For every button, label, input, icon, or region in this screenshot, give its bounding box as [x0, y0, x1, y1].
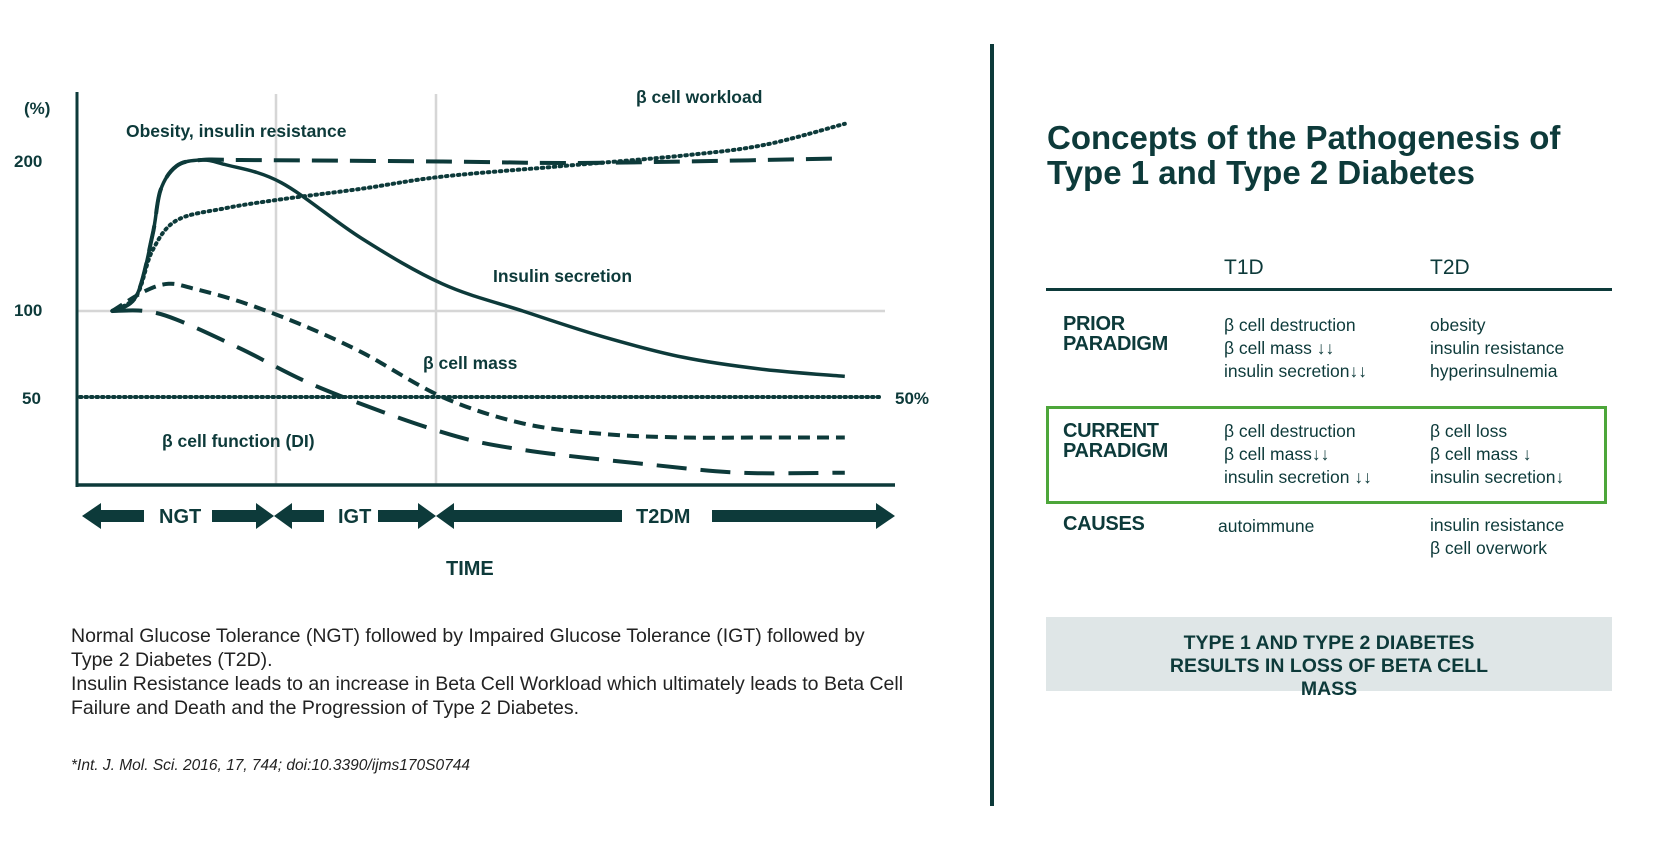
y-tick-label-200: 200 [14, 152, 42, 171]
stage-label-igt: IGT [338, 506, 371, 528]
annotation-obesity: Obesity, insulin resistance [126, 121, 347, 141]
current-paradigm-highlight [1046, 406, 1607, 504]
cell-line: hyperinsulnemia [1430, 361, 1558, 381]
x-axis-label: TIME [446, 558, 494, 580]
annotation-workload: β cell workload [636, 87, 762, 107]
stage-arrow-ngt: NGT [82, 503, 274, 529]
y-tick-label-100: 100 [14, 301, 42, 320]
series-beta-cell-mass [111, 281, 845, 440]
column-header-t2d: T2D [1430, 256, 1470, 279]
stage-arrow-igt: IGT [274, 503, 436, 529]
y-axis-unit: (%) [24, 99, 50, 118]
cell-line: β cell loss [1430, 421, 1508, 441]
cell-line: β cell mass↓↓ [1224, 444, 1330, 464]
cell-line: β cell destruction [1224, 315, 1356, 335]
citation: *Int. J. Mol. Sci. 2016, 17, 744; doi:10… [71, 757, 470, 774]
series-insulin-secretion [111, 158, 845, 379]
row-label-prior-paradigm: PRIOR PARADIGM [1063, 313, 1169, 355]
cell-current-t1d: β cell destruction β cell mass↓↓ insulin… [1224, 420, 1372, 489]
y-tick-label-50: 50 [22, 389, 41, 408]
cell-line: autoimmune [1218, 516, 1315, 536]
cell-line: β cell mass ↓↓ [1224, 338, 1335, 358]
chart: (%) 200 100 50 50% Obesity, insulin resi… [14, 87, 929, 580]
column-header-t1d: T1D [1224, 256, 1264, 279]
cell-causes-t2d: insulin resistance β cell overwork [1430, 514, 1564, 560]
cell-prior-t1d: β cell destruction β cell mass ↓↓ insuli… [1224, 314, 1367, 383]
vertical-divider [990, 44, 994, 806]
row-label-current-paradigm: CURRENT PARADIGM [1063, 420, 1169, 462]
cell-line: insulin secretion ↓↓ [1224, 467, 1372, 487]
header-rule [1046, 288, 1612, 291]
stage-label-ngt: NGT [159, 506, 201, 528]
series-beta-cell-function [112, 308, 845, 476]
annotation-beta-cell-function: β cell function (DI) [162, 431, 315, 451]
cell-line: β cell mass ↓ [1430, 444, 1532, 464]
series-beta-cell-workload [110, 121, 847, 313]
summary-banner: TYPE 1 AND TYPE 2 DIABETES RESULTS IN LO… [1046, 617, 1612, 700]
cell-line: β cell destruction [1224, 421, 1356, 441]
summary-banner-text: TYPE 1 AND TYPE 2 DIABETES RESULTS IN LO… [1169, 632, 1489, 700]
cell-causes-t1d: autoimmune [1218, 515, 1314, 538]
cell-current-t2d: β cell loss β cell mass ↓ insulin secret… [1430, 420, 1564, 489]
cell-line: insulin secretion↓ [1430, 467, 1565, 487]
panel-title: Concepts of the Pathogenesis of Type 1 a… [1047, 119, 1561, 191]
chart-caption: Normal Glucose Tolerance (NGT) followed … [71, 624, 911, 720]
reference-line-label: 50% [895, 389, 929, 408]
cell-line: β cell overwork [1430, 538, 1548, 558]
cell-line: obesity [1430, 315, 1486, 335]
series-obesity-insulin-resistance [111, 156, 837, 313]
caption-line-1: Normal Glucose Tolerance (NGT) followed … [71, 625, 865, 671]
annotation-beta-cell-mass: β cell mass [423, 353, 518, 373]
cell-line: insulin secretion↓↓ [1224, 361, 1367, 381]
stage-arrow-t2dm: T2DM [436, 503, 895, 529]
cell-prior-t2d: obesity insulin resistance hyperinsulnem… [1430, 314, 1564, 383]
annotation-insulin-secretion: Insulin secretion [493, 266, 632, 286]
caption-line-2: Insulin Resistance leads to an increase … [71, 673, 904, 719]
stage-label-t2dm: T2DM [636, 506, 690, 528]
row-label-causes: CAUSES [1063, 513, 1145, 535]
cell-line: insulin resistance [1430, 515, 1565, 535]
cell-line: insulin resistance [1430, 338, 1565, 358]
